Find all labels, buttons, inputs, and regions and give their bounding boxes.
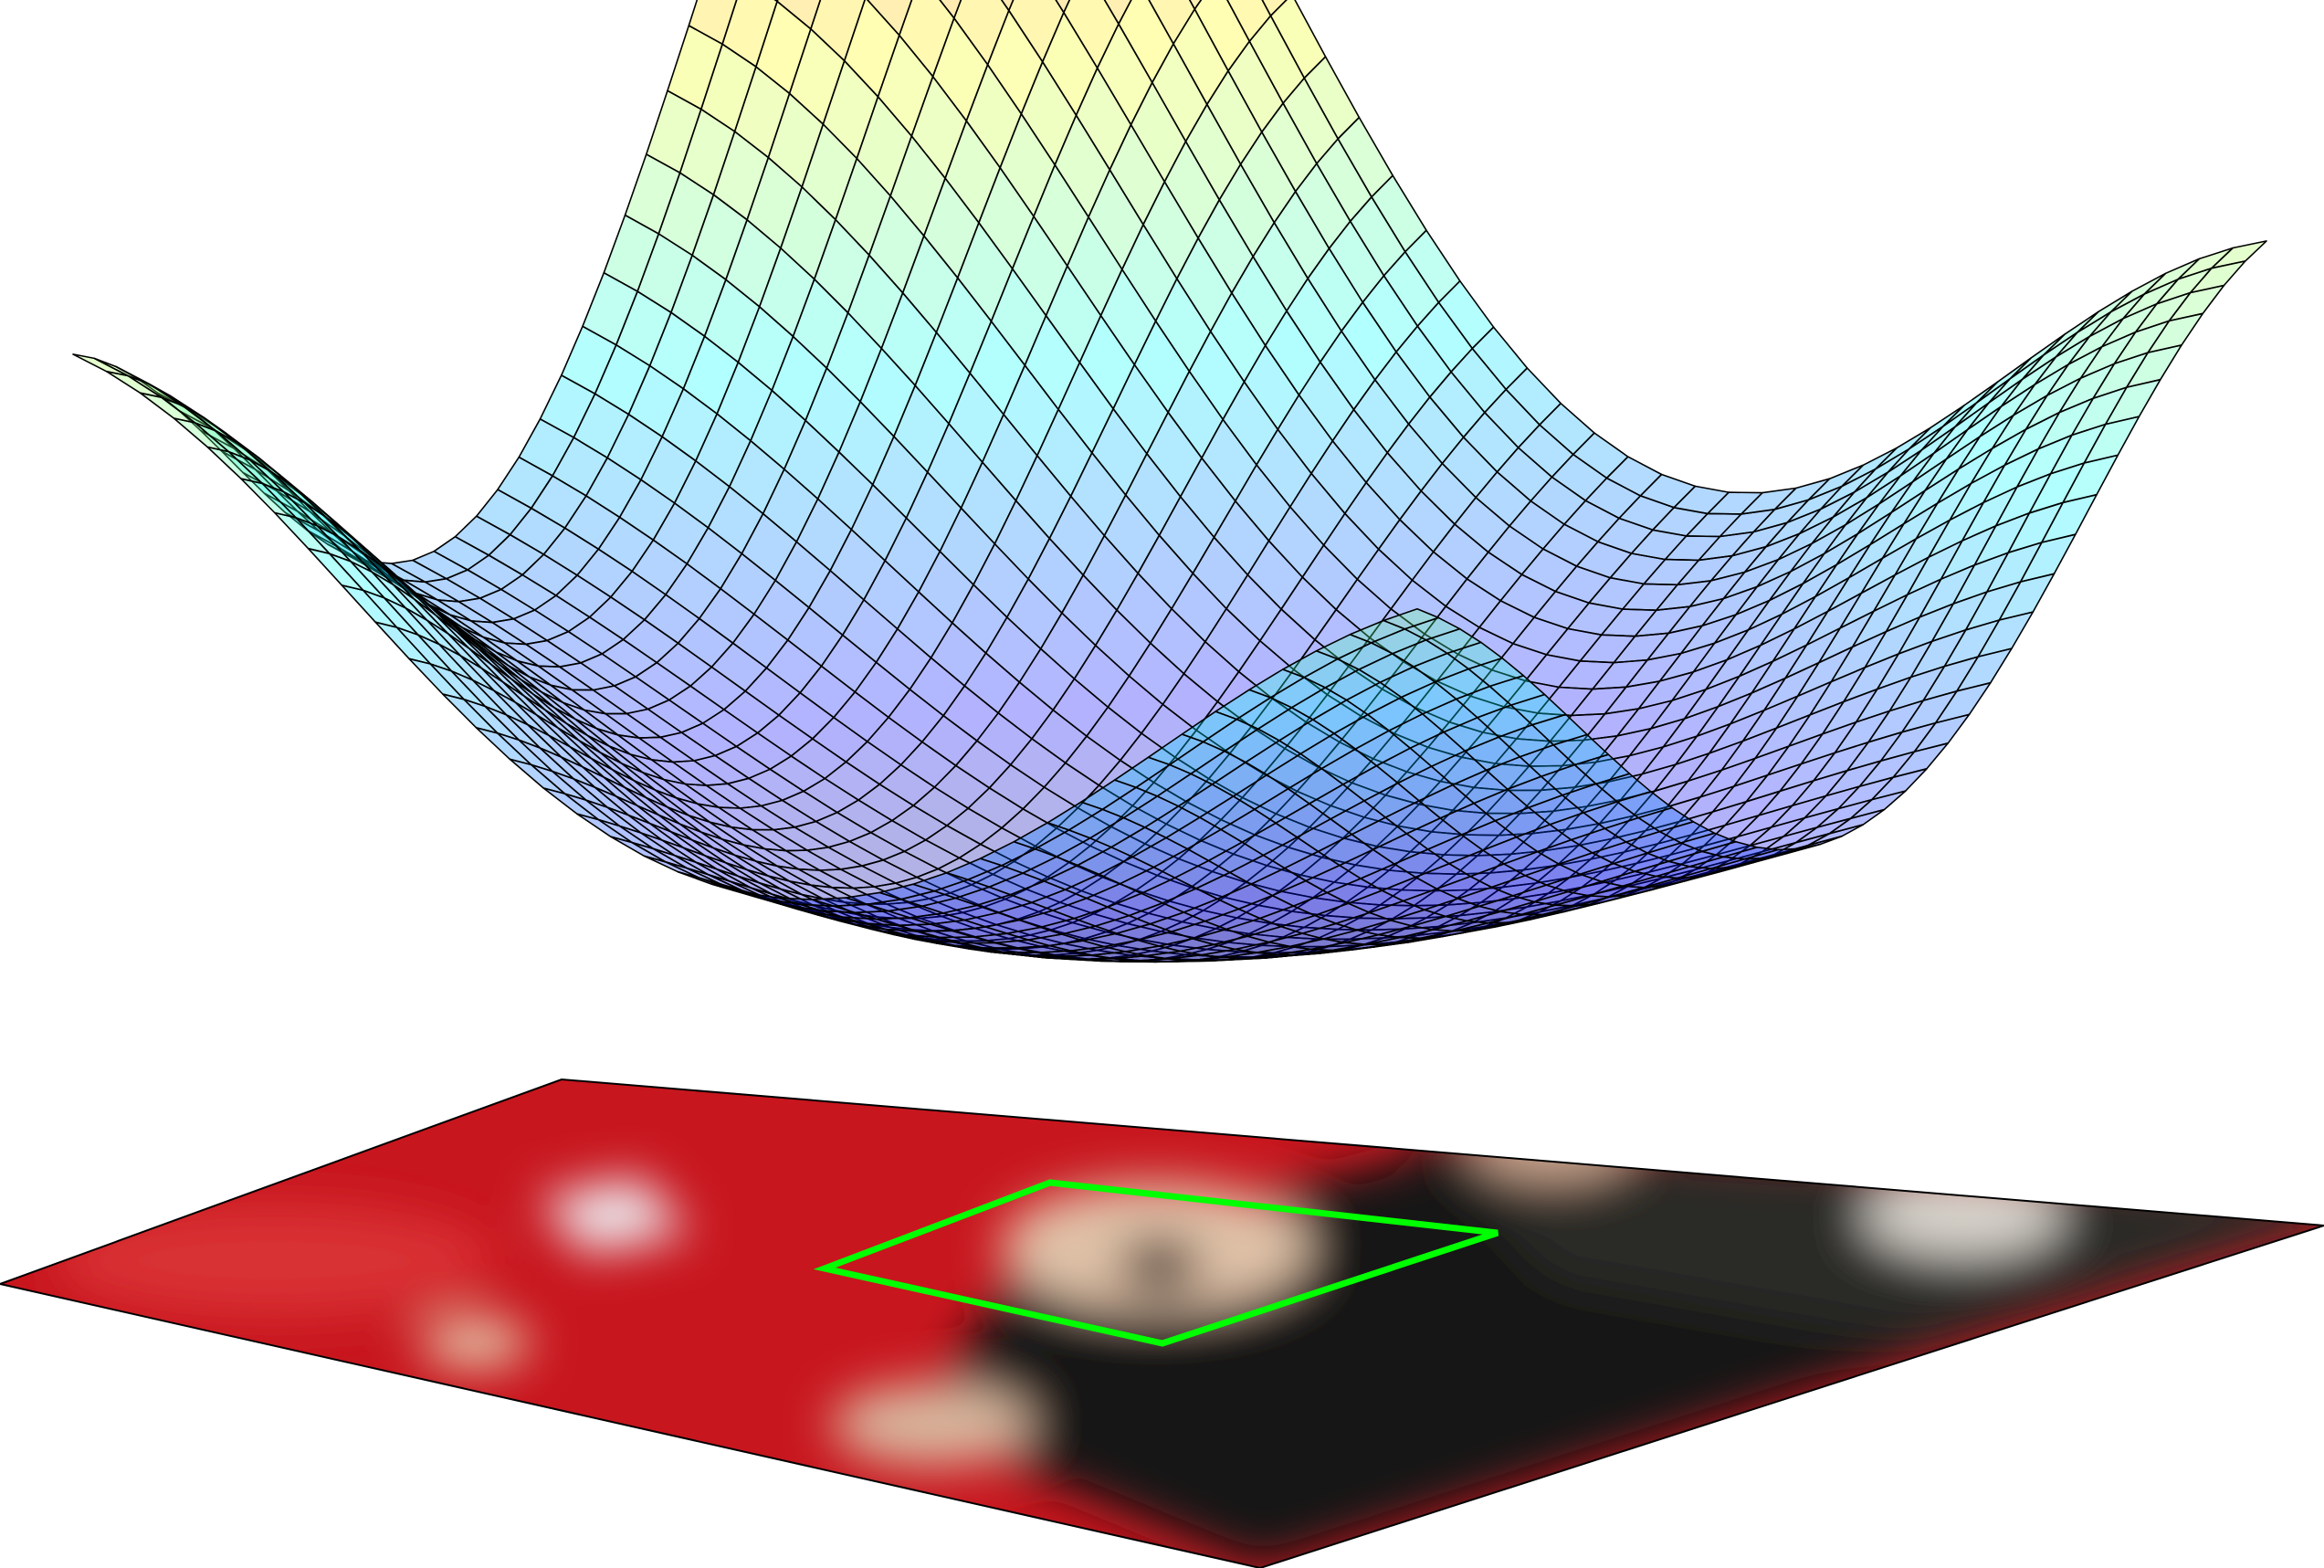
image-background-highlight [1863,1173,2064,1256]
image-bottom-left-light [420,1320,530,1365]
surface-face [72,353,129,377]
surface-face [1383,607,1440,630]
image-plane [0,1078,2324,1568]
image-left-jersey-light [55,1205,493,1315]
image-white-patch [539,1178,689,1253]
image-face-mouth [1119,1239,1201,1290]
surface-mesh [72,0,2267,963]
image-plane-outline [0,1078,2324,1568]
image-lower-face [831,1384,1032,1466]
green-bounding-box [813,1179,1499,1347]
